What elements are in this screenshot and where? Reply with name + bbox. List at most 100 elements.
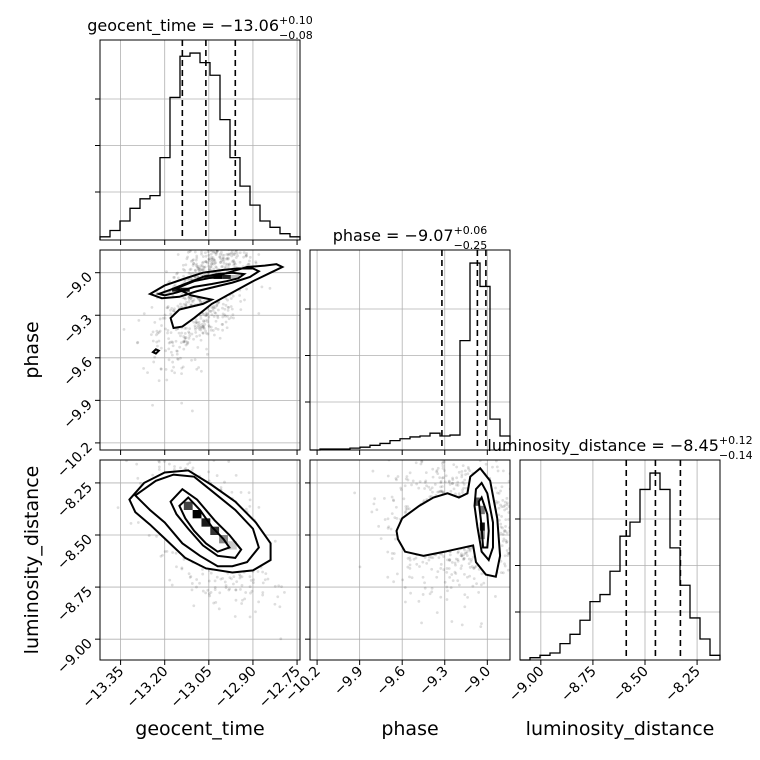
scatter-point — [463, 478, 467, 482]
scatter-point — [526, 498, 529, 501]
scatter-point — [203, 244, 206, 247]
scatter-point — [195, 321, 199, 325]
scatter-point — [142, 366, 145, 370]
scatter-point — [155, 291, 159, 294]
scatter-point — [204, 591, 208, 595]
scatter-point — [549, 541, 552, 544]
scatter-point — [192, 337, 195, 341]
scatter-point — [176, 358, 180, 361]
scatter-point — [230, 490, 234, 494]
scatter-point — [449, 489, 453, 493]
scatter-point — [542, 578, 545, 581]
scatter-point — [205, 347, 208, 351]
scatter-point — [159, 346, 163, 350]
scatter-point — [218, 591, 222, 595]
scatter-point — [212, 601, 216, 605]
scatter-point — [192, 444, 195, 447]
scatter-point — [214, 311, 218, 315]
panel-frame — [309, 459, 511, 661]
scatter-point — [157, 460, 161, 463]
scatter-point — [390, 551, 394, 555]
scatter-point — [203, 265, 207, 269]
panel-grid-y — [310, 308, 510, 403]
scatter-point — [394, 537, 397, 541]
scatter-point — [421, 593, 425, 596]
scatter-point — [496, 456, 499, 459]
scatter-point — [180, 305, 184, 309]
scatter-point — [194, 321, 198, 325]
scatter-point — [158, 317, 162, 321]
scatter-point — [257, 216, 260, 219]
scatter-point — [448, 483, 452, 486]
scatter-point — [172, 456, 175, 459]
scatter-point — [212, 215, 215, 218]
scatter-point — [157, 465, 161, 469]
scatter-point — [435, 469, 439, 472]
scatter-point — [499, 531, 503, 535]
scatter-point — [155, 534, 158, 538]
scatter-point — [467, 562, 471, 566]
scatter-point — [261, 593, 265, 597]
scatter-point — [197, 366, 201, 369]
scatter-point — [204, 254, 208, 258]
scatter-point — [186, 462, 190, 466]
scatter-point — [449, 586, 453, 590]
scatter-point — [503, 503, 507, 507]
scatter-point — [214, 327, 218, 330]
scatter-point — [176, 453, 179, 456]
scatter-point — [237, 242, 240, 245]
scatter-point — [246, 262, 250, 266]
scatter-point — [455, 465, 459, 469]
scatter-point — [180, 366, 184, 370]
scatter-point — [235, 251, 239, 255]
scatter-point — [214, 600, 218, 604]
title-plus: +0.12 — [719, 434, 753, 447]
scatter-point — [404, 507, 408, 511]
scatter-point — [260, 285, 264, 289]
scatter-point — [179, 341, 183, 344]
scatter-point — [461, 480, 465, 484]
scatter-point — [254, 223, 257, 226]
title-plus: +0.10 — [279, 14, 313, 27]
scatter-point — [408, 556, 412, 560]
scatter-point — [442, 469, 446, 472]
scatter-point — [451, 478, 455, 482]
scatter-point — [201, 324, 205, 328]
scatter-point — [393, 516, 397, 520]
scatter-point — [551, 522, 554, 525]
scatter-point — [460, 475, 464, 479]
scatter-point — [498, 518, 501, 522]
scatter-point — [240, 583, 244, 587]
scatter-point — [415, 562, 419, 566]
scatter-point — [188, 575, 192, 579]
scatter-point — [575, 554, 578, 557]
scatter-point — [218, 336, 222, 340]
scatter-point — [175, 349, 179, 353]
scatter-point — [199, 314, 202, 318]
scatter-point — [175, 272, 179, 276]
scatter-point — [176, 271, 179, 275]
scatter-point — [190, 582, 194, 585]
scatter-point — [170, 353, 174, 357]
scatter-point — [188, 250, 192, 254]
scatter-point — [194, 318, 198, 322]
scatter-point — [372, 502, 376, 506]
scatter-point — [187, 271, 191, 275]
scatter-point — [228, 587, 231, 591]
scatter-point — [188, 334, 192, 338]
scatter-point — [435, 611, 439, 615]
scatter-point — [216, 250, 219, 253]
scatter-point — [206, 588, 210, 592]
scatter-point — [244, 246, 247, 249]
scatter-point — [166, 305, 170, 308]
scatter-point — [234, 588, 238, 592]
scatter-point — [248, 259, 251, 263]
scatter-point — [195, 254, 199, 258]
scatter-point — [204, 260, 208, 264]
scatter-point — [430, 567, 434, 571]
scatter-point — [184, 339, 187, 343]
scatter-point — [209, 325, 213, 329]
scatter-point — [452, 463, 456, 467]
scatter-point — [220, 253, 224, 257]
scatter-point — [223, 480, 226, 484]
